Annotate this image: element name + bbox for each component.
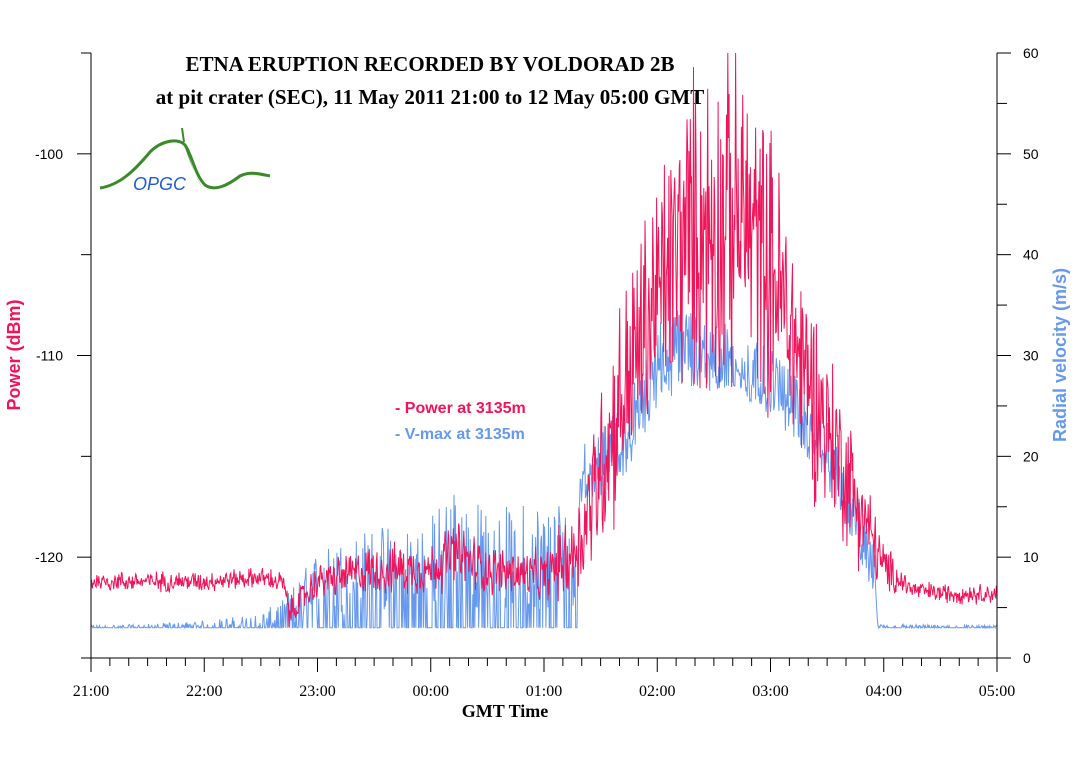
y-right-tick-label: 60 (1023, 45, 1039, 61)
x-tick-label: 01:00 (526, 683, 562, 700)
y-left-tick-label: -110 (36, 348, 63, 364)
x-tick-label: 00:00 (413, 683, 449, 700)
x-tick-label: 03:00 (752, 683, 788, 700)
legend-power: - Power at 3135m (395, 400, 526, 417)
x-tick-label: 04:00 (866, 683, 902, 700)
x-tick-label: 22:00 (186, 683, 222, 700)
y-right-tick-label: 20 (1023, 448, 1039, 464)
legend-vmax: - V-max at 3135m (395, 426, 525, 443)
ticks: 21:00 22:00 23:00 00:00 01:00 02:00 03:00 04:00… (35, 45, 1039, 700)
y-right-tick-label: 0 (1023, 650, 1031, 666)
y-left-tick-label: -120 (35, 549, 63, 565)
y-axis-left-title: Power (dBm) (4, 299, 24, 410)
y-left-tick-label: -100 (35, 146, 63, 162)
opgc-logo-icon: OPGC (99, 127, 271, 194)
y-right-tick-label: 40 (1023, 247, 1039, 263)
chart-title-line2: at pit crater (SEC), 11 May 2011 21:00 t… (156, 85, 704, 109)
y-axis-right-title: Radial velocity (m/s) (1050, 268, 1070, 442)
y-right-tick-label: 50 (1023, 146, 1039, 162)
logo-text: OPGC (133, 174, 187, 194)
x-tick-label: 05:00 (979, 683, 1015, 700)
series-layer (90, 52, 998, 630)
y-right-tick-label: 10 (1023, 549, 1039, 565)
x-tick-label: 02:00 (639, 683, 675, 700)
x-tick-label: 21:00 (73, 683, 109, 700)
x-tick-label: 23:00 (299, 683, 335, 700)
series-power-line (90, 52, 998, 628)
y-right-tick-label: 30 (1023, 348, 1039, 364)
chart-title-line1: ETNA ERUPTION RECORDED BY VOLDORAD 2B (185, 52, 674, 76)
x-axis-title: GMT Time (462, 701, 549, 721)
